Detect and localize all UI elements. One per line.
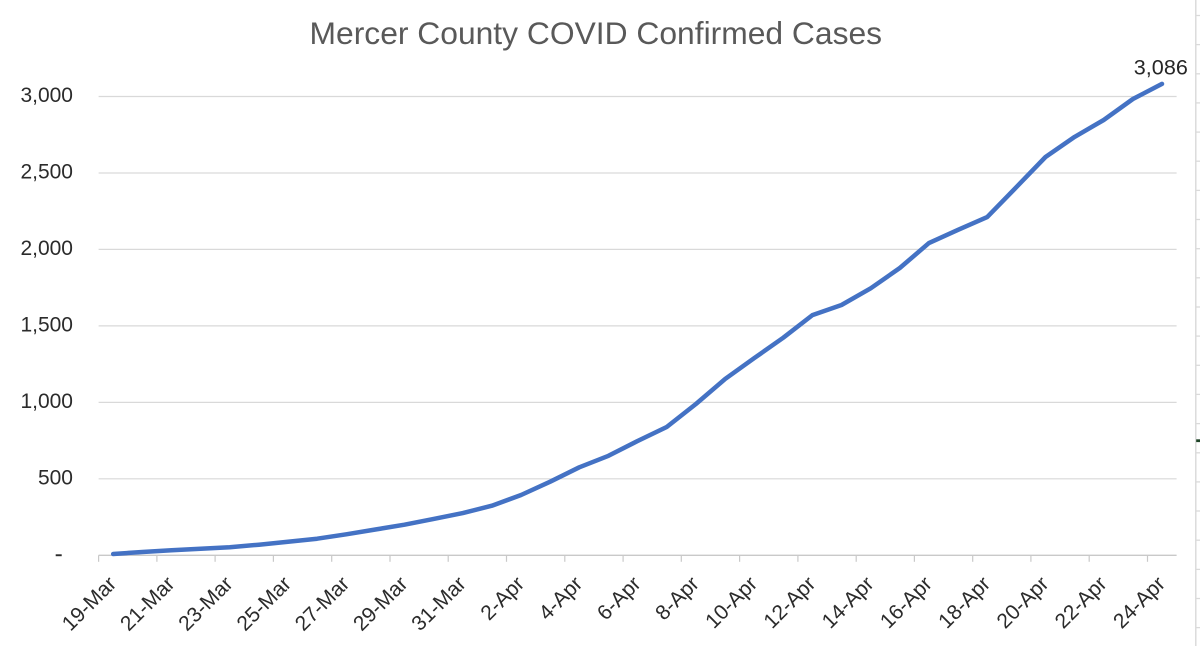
svg-text:22-Apr: 22-Apr [1051,572,1112,633]
svg-text:Mercer County COVID Confirmed: Mercer County COVID Confirmed Cases [310,15,883,51]
svg-text:10-Apr: 10-Apr [701,572,762,633]
svg-text:21-Mar: 21-Mar [116,572,179,635]
svg-text:27-Mar: 27-Mar [291,572,354,635]
svg-text:4-Apr: 4-Apr [535,572,588,625]
svg-text:16-Apr: 16-Apr [876,572,937,633]
svg-text:2-Apr: 2-Apr [476,572,529,625]
svg-text:1,000: 1,000 [20,390,73,413]
svg-text:29-Mar: 29-Mar [349,572,412,635]
svg-text:12-Apr: 12-Apr [759,572,820,633]
svg-text:14-Apr: 14-Apr [818,572,879,633]
svg-text:20-Apr: 20-Apr [993,572,1054,633]
svg-text:6-Apr: 6-Apr [593,572,646,625]
svg-text:31-Mar: 31-Mar [407,572,470,635]
svg-text:2,000: 2,000 [20,237,73,260]
svg-text:18-Apr: 18-Apr [934,572,995,633]
svg-text:3,086: 3,086 [1134,55,1188,80]
svg-text:3,000: 3,000 [20,84,73,107]
svg-text:25-Mar: 25-Mar [233,572,296,635]
svg-text:1,500: 1,500 [20,314,73,337]
svg-text:19-Mar: 19-Mar [58,572,121,635]
svg-text:2,500: 2,500 [20,161,73,184]
svg-text:23-Mar: 23-Mar [174,572,237,635]
svg-text:24-Apr: 24-Apr [1109,572,1170,633]
svg-text:500: 500 [38,467,73,490]
svg-text:8-Apr: 8-Apr [651,572,704,625]
